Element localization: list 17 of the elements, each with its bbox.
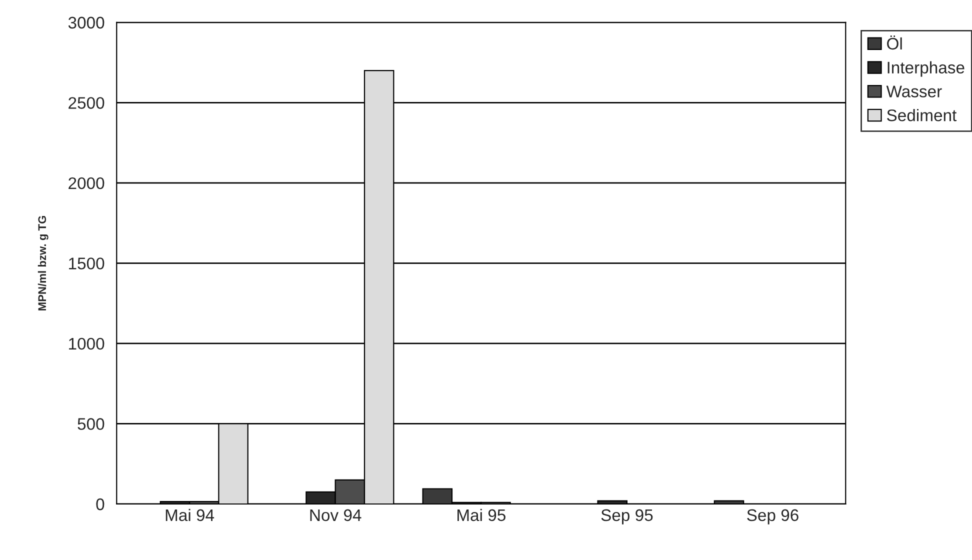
x-tick-label: Sep 96: [747, 509, 798, 524]
y-tick-label: 500: [78, 418, 104, 430]
y-tick-label: 2500: [68, 97, 104, 109]
y-axis-title: MPN/ml bzw. g TG: [38, 216, 48, 310]
legend-label: Interphase: [888, 61, 964, 77]
y-tick-label: 1500: [69, 258, 104, 270]
x-tick-label: Mai 95: [457, 508, 506, 522]
x-tick-label: Nov 94: [310, 509, 362, 522]
x-tick-label: Mai 94: [166, 508, 214, 522]
y-tick-label: 0: [96, 498, 104, 510]
y-tick-label: 2000: [68, 177, 104, 190]
legend-label: Sediment: [887, 109, 957, 122]
y-tick-label: 1000: [69, 338, 104, 350]
legend-label: Wasser: [886, 86, 942, 98]
legend-label: Öl: [887, 36, 902, 50]
y-tick-label: 3000: [68, 16, 104, 29]
x-tick-label: Sep 95: [601, 509, 653, 524]
